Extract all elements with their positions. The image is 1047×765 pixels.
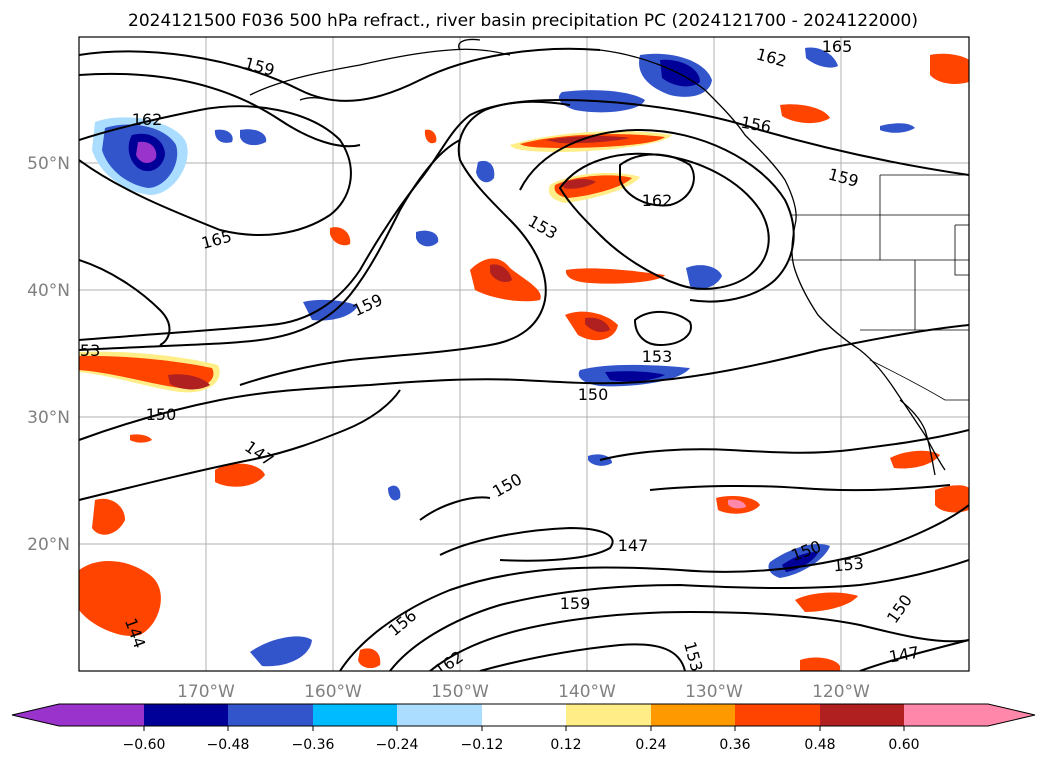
colorbar-tick-label: 0.12 — [550, 737, 581, 753]
figure-title: 2024121500 F036 500 hPa refract., river … — [128, 11, 918, 31]
contour-label: 162 — [132, 110, 163, 129]
colorbar-segment — [59, 704, 144, 726]
borders — [790, 174, 969, 401]
colorbar-extend-min — [12, 704, 60, 726]
lat-label: 50°N — [27, 154, 70, 174]
positive-precip-areas — [79, 53, 969, 671]
colorbar-segment — [228, 704, 313, 726]
colorbar-tick-label: 0.60 — [888, 737, 919, 753]
lat-label: 20°N — [27, 535, 70, 555]
colorbar-segment — [904, 704, 989, 726]
colorbar-tick-label: −0.60 — [123, 737, 166, 753]
colorbar-tick-label: 0.24 — [635, 737, 666, 753]
contour-label: 150 — [578, 385, 609, 404]
contour-label: 165 — [822, 37, 853, 56]
colorbar-segment — [566, 704, 651, 726]
colorbar-tick-label: 0.36 — [719, 737, 750, 753]
colorbar-outline — [11, 703, 1036, 727]
contour-label: 153 — [70, 341, 101, 360]
colorbar-extend-max — [988, 704, 1035, 726]
contour-label: 159 — [560, 594, 591, 613]
contour-label: 153 — [832, 554, 864, 576]
colorbar-segment — [144, 704, 228, 726]
contour-label: 147 — [618, 536, 649, 555]
lon-label: 150°W — [431, 682, 489, 702]
colorbar-segment — [735, 704, 820, 726]
lon-label: 130°W — [685, 682, 743, 702]
colorbar: −0.60 −0.48 −0.36 −0.24 −0.12 0.12 0.24 … — [11, 703, 1036, 753]
contour-label: 150 — [146, 405, 177, 424]
colorbar-tick-label: −0.12 — [461, 737, 504, 753]
colorbar-segment — [313, 704, 397, 726]
lat-label: 30°N — [27, 408, 70, 428]
map-area — [79, 37, 969, 671]
colorbar-segment — [820, 704, 904, 726]
latitude-labels: 50°N 40°N 30°N 20°N — [27, 154, 70, 555]
colorbar-tick-label: 0.48 — [804, 737, 835, 753]
lon-label: 140°W — [558, 682, 616, 702]
colorbar-tick-label: −0.36 — [292, 737, 335, 753]
contour-label: 153 — [642, 347, 673, 366]
lat-label: 40°N — [27, 281, 70, 301]
colorbar-segment — [482, 704, 566, 726]
longitude-labels: 170°W 160°W 150°W 140°W 130°W 120°W — [177, 682, 870, 702]
lon-label: 170°W — [177, 682, 235, 702]
refractivity-contours — [79, 47, 969, 671]
map-frame — [78, 36, 970, 672]
colorbar-segment — [397, 704, 482, 726]
colorbar-tick-label: −0.24 — [376, 737, 419, 753]
lon-label: 160°W — [304, 682, 362, 702]
colorbar-tick-label: −0.48 — [207, 737, 250, 753]
coastlines — [249, 38, 946, 476]
contour-label: 162 — [642, 191, 673, 210]
colorbar-segment — [651, 704, 735, 726]
lon-label: 120°W — [812, 682, 870, 702]
